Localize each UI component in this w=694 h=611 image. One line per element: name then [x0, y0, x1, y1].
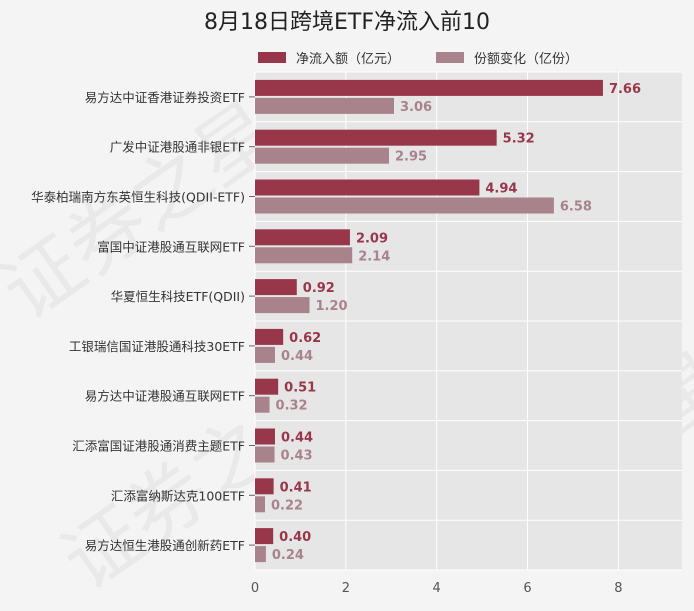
bar-net-inflow [255, 129, 497, 146]
legend-swatch-net-inflow [258, 52, 286, 63]
category-label: 汇添富纳斯达克100ETF [111, 488, 245, 503]
x-tick-label: 8 [614, 581, 622, 596]
data-label-share-change: 2.95 [395, 150, 427, 165]
data-label-share-change: 0.24 [272, 548, 304, 563]
bar-net-inflow [255, 179, 480, 196]
bar-net-inflow [255, 478, 274, 495]
bar-net-inflow [255, 328, 284, 345]
data-label-share-change: 0.32 [276, 399, 308, 414]
legend-item-share-change: 份额变化（亿份） [436, 48, 578, 67]
bar-share-change [255, 546, 266, 563]
data-label-share-change: 6.58 [560, 200, 592, 215]
x-tick-label: 0 [251, 581, 259, 596]
bar-net-inflow [255, 528, 274, 545]
x-tick-label: 4 [433, 581, 441, 596]
data-label-net-inflow: 0.40 [279, 530, 311, 545]
data-label-net-inflow: 0.92 [303, 281, 335, 296]
legend-item-net-inflow: 净流入额（亿元） [258, 48, 400, 67]
data-label-share-change: 0.44 [281, 349, 313, 364]
bar-share-change [255, 197, 554, 214]
legend-swatch-share-change [436, 52, 465, 63]
data-label-net-inflow: 7.66 [609, 82, 641, 97]
data-label-net-inflow: 2.09 [356, 231, 388, 246]
bar-share-change [255, 446, 275, 463]
data-label-share-change: 3.06 [400, 100, 432, 115]
data-label-net-inflow: 0.62 [289, 331, 321, 346]
bar-share-change [255, 396, 270, 413]
data-label-net-inflow: 4.94 [485, 182, 517, 197]
x-tick-label: 6 [523, 581, 531, 596]
bar-share-change [255, 496, 265, 513]
category-label: 工银瑞信国证港股通科技30ETF [69, 339, 245, 354]
category-label: 富国中证港股通互联网ETF [97, 239, 245, 254]
data-label-net-inflow: 0.51 [284, 381, 316, 396]
bar-net-inflow [255, 79, 603, 96]
data-label-share-change: 1.20 [316, 299, 348, 314]
data-label-share-change: 0.22 [271, 498, 303, 513]
category-label: 华泰柏瑞南方东英恒生科技(QDII-ETF) [31, 190, 245, 205]
legend: 净流入额（亿元） 份额变化（亿份） [258, 48, 614, 67]
chart-title: 8月18日跨境ETF净流入前10 [204, 10, 490, 35]
category-label: 易方达中证港股通互联网ETF [85, 389, 245, 404]
category-label: 汇添富国证港股通消费主题ETF [72, 439, 245, 454]
legend-label-share-change: 份额变化（亿份） [474, 52, 579, 67]
x-tick-label: 2 [342, 581, 350, 596]
category-label: 易方达中证香港证券投资ETF [85, 90, 245, 105]
category-label: 广发中证港股通非银ETF [110, 140, 245, 155]
data-label-share-change: 0.43 [281, 449, 313, 464]
bar-share-change [255, 297, 310, 314]
category-label: 华夏恒生科技ETF(QDII) [111, 289, 245, 304]
data-label-net-inflow: 0.44 [281, 431, 313, 446]
category-label: 易方达恒生港股通创新药ETF [85, 538, 245, 553]
bar-share-change [255, 147, 390, 164]
bar-net-inflow [255, 229, 350, 246]
bar-net-inflow [255, 378, 279, 395]
bar-net-inflow [255, 279, 297, 296]
bar-share-change [255, 247, 353, 264]
bar-share-change [255, 346, 275, 363]
data-label-net-inflow: 0.41 [280, 480, 312, 495]
data-label-net-inflow: 5.32 [503, 132, 535, 147]
bar-share-change [255, 97, 395, 114]
legend-label-net-inflow: 净流入额（亿元） [296, 52, 401, 67]
bar-net-inflow [255, 428, 275, 445]
data-label-share-change: 2.14 [358, 249, 390, 264]
